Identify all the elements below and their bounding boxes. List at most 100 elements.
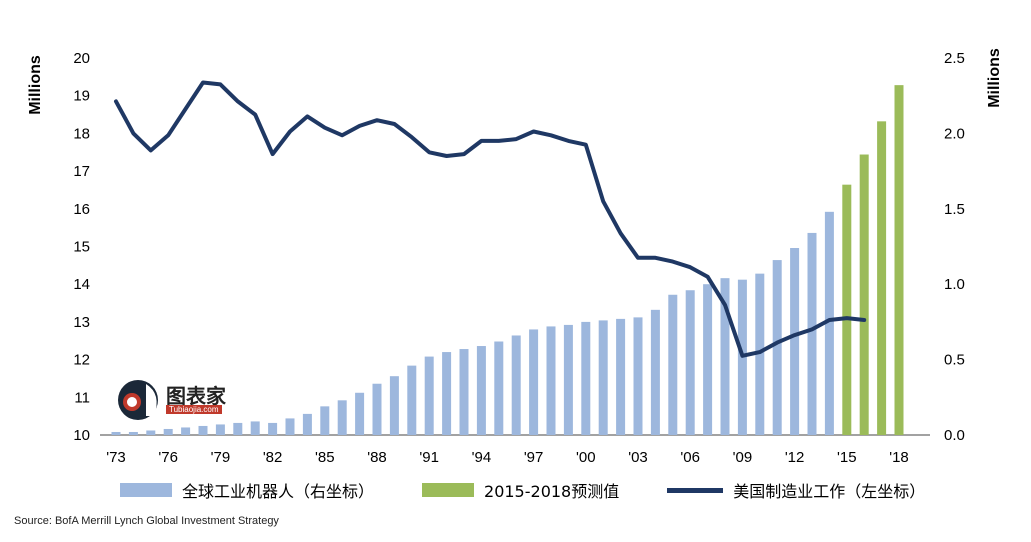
forecast-bar [842,184,852,435]
right-tick-label: 1.5 [944,201,965,218]
robot-bar [790,248,800,435]
robot-bar [459,349,469,435]
us-manufacturing-jobs-line [114,80,867,358]
left-tick-label: 13 [73,314,90,331]
legend-swatch-forecast [422,483,475,497]
legend-label-forecast: 2015-2018预测值 [484,482,620,501]
robot-bar [285,418,295,435]
x-tick-label: '85 [315,449,335,466]
robot-bar [720,278,730,435]
robot-bar [581,321,591,435]
robot-bar [546,326,556,435]
x-tick-label: '94 [472,449,492,466]
robot-bar [424,356,434,435]
robot-bar [181,427,191,435]
left-tick-label: 11 [74,389,90,406]
forecast-bar [877,121,887,435]
right-axis-unit-label: Millions [986,48,1003,108]
robot-bar [233,422,243,435]
robot-bar [128,431,138,435]
left-tick-label: 17 [73,163,90,180]
right-tick-label: 1.0 [944,276,965,293]
x-tick-label: '18 [889,449,909,466]
x-tick-label: '76 [158,449,178,466]
right-tick-label: 0.5 [944,352,965,369]
logo-text: 图表家 [166,384,226,408]
legend-swatch-us-jobs [667,487,724,493]
left-axis-unit-label: Millions [27,55,44,115]
robot-bar [494,341,504,435]
left-tick-label: 19 [73,88,90,105]
right-tick-label: 0.0 [944,427,965,444]
robot-bar [355,392,365,435]
left-axis-ticks: 10 11 12 13 14 15 16 17 18 19 20 [73,50,90,444]
x-tick-label: '73 [106,449,126,466]
robot-bar [563,324,573,435]
robot-bar [755,273,765,435]
robot-bar [703,284,713,435]
left-tick-label: 12 [73,352,90,369]
robot-bar [337,400,347,435]
x-tick-label: '12 [785,449,805,466]
x-tick-label: '06 [680,449,700,466]
legend-item-forecast: 2015-2018预测值 [422,478,619,502]
x-tick-label: '00 [576,449,596,466]
watermark-logo: 图表家 Tubiaojia.com [118,376,248,422]
x-tick-label: '09 [733,449,753,466]
x-tick-label: '03 [628,449,648,466]
robot-bar [476,346,486,435]
robot-bar [407,365,417,435]
left-tick-label: 10 [73,427,90,444]
x-axis-ticks: '73 '76 '79 '82 '85 '88 '91 '94 '97 '00 '03 '06 '09 '… [106,449,909,466]
robot-bar [668,294,678,435]
robot-bar [250,421,260,435]
x-tick-label: '97 [524,449,544,466]
robot-bar [824,211,834,435]
robot-bar [302,413,312,435]
forecast-bar [859,154,869,435]
legend-swatch-robots [120,483,172,497]
robot-bar [163,428,173,435]
x-tick-label: '15 [837,449,857,466]
robot-bar [146,430,156,435]
legend-label-robots: 全球工业机器人（右坐标） [182,482,375,501]
robot-bar [268,422,278,435]
left-tick-label: 20 [73,50,90,67]
robot-bar [807,232,817,435]
bar-group [111,85,904,436]
robot-bar [442,352,452,435]
left-tick-label: 18 [73,125,90,142]
robot-bar [598,320,608,435]
left-tick-label: 14 [73,276,90,293]
left-tick-label: 15 [73,239,90,256]
x-tick-label: '91 [419,449,439,466]
logo-face-icon [118,380,158,420]
robot-bar [633,317,643,435]
right-tick-label: 2.0 [944,125,965,142]
forecast-bar [894,85,904,436]
robot-bar [198,425,208,435]
legend: 全球工业机器人（右坐标） 2015-2018预测值 美国制造业工作（左坐标） [120,478,1000,502]
right-axis-ticks: 0.0 0.5 1.0 1.5 2.0 2.5 [944,50,965,444]
robot-bar [372,383,382,435]
legend-item-us-jobs: 美国制造业工作（左坐标） [667,478,925,502]
x-tick-label: '82 [263,449,283,466]
robot-bar [650,309,660,435]
robot-bar [772,260,782,435]
robot-bar [685,290,695,435]
robot-bar [529,329,539,435]
x-tick-label: '88 [367,449,387,466]
source-note: Source: BofA Merrill Lynch Global Invest… [14,515,279,527]
robot-bar [215,424,225,435]
robot-bar [320,406,330,435]
logo-subtext: Tubiaojia.com [166,405,222,414]
robot-bar [511,335,521,435]
legend-label-us-jobs: 美国制造业工作（左坐标） [733,482,926,501]
legend-item-robots: 全球工业机器人（右坐标） [120,478,374,502]
right-tick-label: 2.5 [944,50,965,67]
line-group [114,80,867,358]
robot-bar [616,318,626,435]
left-tick-label: 16 [73,201,90,218]
robot-bar [111,431,121,435]
